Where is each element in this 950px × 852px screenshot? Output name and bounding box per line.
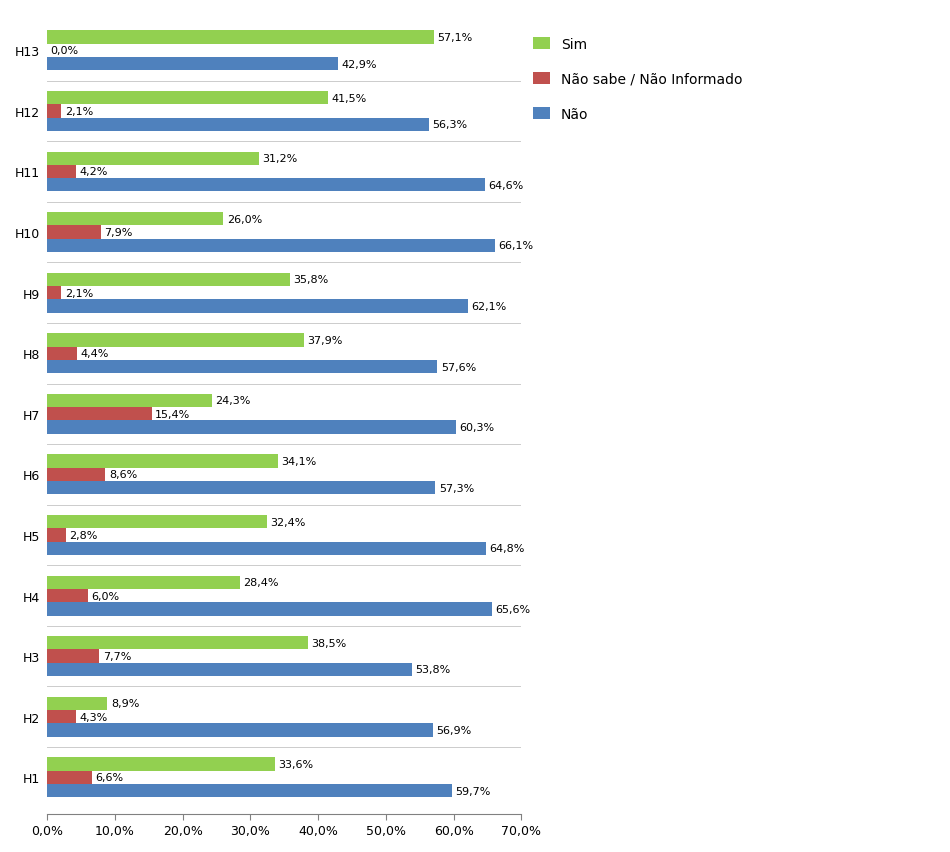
Text: 4,2%: 4,2%	[79, 167, 107, 177]
Bar	[48, 663, 411, 676]
Text: 56,3%: 56,3%	[432, 120, 467, 130]
Bar	[48, 394, 212, 407]
Text: 64,8%: 64,8%	[489, 544, 525, 554]
Text: 66,1%: 66,1%	[499, 241, 534, 251]
Bar	[48, 723, 432, 737]
Bar	[48, 153, 258, 165]
Text: 2,1%: 2,1%	[65, 288, 93, 298]
Text: 32,4%: 32,4%	[270, 517, 306, 527]
Text: 42,9%: 42,9%	[341, 60, 377, 70]
Text: 35,8%: 35,8%	[294, 275, 329, 285]
Text: 6,0%: 6,0%	[91, 590, 120, 601]
Bar	[48, 650, 100, 663]
Text: 8,6%: 8,6%	[109, 469, 137, 480]
Text: 15,4%: 15,4%	[155, 409, 190, 419]
Bar	[48, 226, 101, 239]
Bar	[48, 468, 105, 481]
Text: 2,8%: 2,8%	[69, 530, 98, 540]
Bar	[48, 32, 434, 44]
Text: 53,8%: 53,8%	[415, 665, 450, 675]
Bar	[48, 528, 66, 542]
Bar	[48, 602, 491, 616]
Text: 6,6%: 6,6%	[95, 772, 124, 782]
Text: 31,2%: 31,2%	[262, 154, 297, 164]
Text: 59,7%: 59,7%	[455, 786, 490, 796]
Text: 57,3%: 57,3%	[439, 483, 474, 493]
Bar	[48, 757, 275, 771]
Bar	[48, 105, 62, 118]
Text: 26,0%: 26,0%	[227, 215, 262, 224]
Bar	[48, 347, 77, 360]
Bar	[48, 273, 290, 286]
Bar	[48, 239, 495, 253]
Bar	[48, 515, 267, 528]
Text: 56,9%: 56,9%	[436, 725, 471, 735]
Text: 57,6%: 57,6%	[441, 362, 476, 372]
Bar	[48, 58, 338, 72]
Text: 7,9%: 7,9%	[104, 227, 132, 238]
Text: 7,7%: 7,7%	[103, 651, 131, 661]
Text: 37,9%: 37,9%	[308, 336, 343, 345]
Bar	[48, 407, 151, 421]
Text: 24,3%: 24,3%	[216, 396, 251, 406]
Text: 64,6%: 64,6%	[488, 181, 523, 191]
Bar	[48, 360, 437, 374]
Legend: Sim, Não sabe / Não Informado, Não: Sim, Não sabe / Não Informado, Não	[533, 37, 742, 122]
Text: 60,3%: 60,3%	[459, 423, 494, 433]
Bar	[48, 771, 92, 784]
Bar	[48, 179, 484, 193]
Text: 4,3%: 4,3%	[80, 711, 108, 722]
Bar	[48, 590, 87, 602]
Bar	[48, 286, 62, 300]
Text: 28,4%: 28,4%	[243, 578, 278, 588]
Text: 62,1%: 62,1%	[471, 302, 506, 312]
Bar	[48, 697, 107, 711]
Text: 33,6%: 33,6%	[278, 759, 314, 769]
Text: 57,1%: 57,1%	[437, 33, 473, 43]
Bar	[48, 636, 308, 650]
Bar	[48, 455, 278, 468]
Text: 38,5%: 38,5%	[312, 638, 347, 648]
Bar	[48, 92, 329, 105]
Bar	[48, 118, 428, 132]
Bar	[48, 300, 468, 314]
Bar	[48, 784, 451, 797]
Bar	[48, 213, 223, 226]
Bar	[48, 334, 304, 347]
Text: 0,0%: 0,0%	[50, 46, 79, 56]
Text: 41,5%: 41,5%	[332, 94, 367, 103]
Text: 2,1%: 2,1%	[65, 106, 93, 117]
Text: 65,6%: 65,6%	[495, 604, 530, 614]
Text: 34,1%: 34,1%	[281, 457, 317, 467]
Bar	[48, 542, 486, 556]
Bar	[48, 481, 435, 495]
Bar	[48, 711, 76, 723]
Bar	[48, 576, 239, 590]
Bar	[48, 421, 456, 435]
Text: 4,4%: 4,4%	[81, 348, 108, 359]
Bar	[48, 165, 76, 179]
Text: 8,9%: 8,9%	[111, 699, 140, 709]
